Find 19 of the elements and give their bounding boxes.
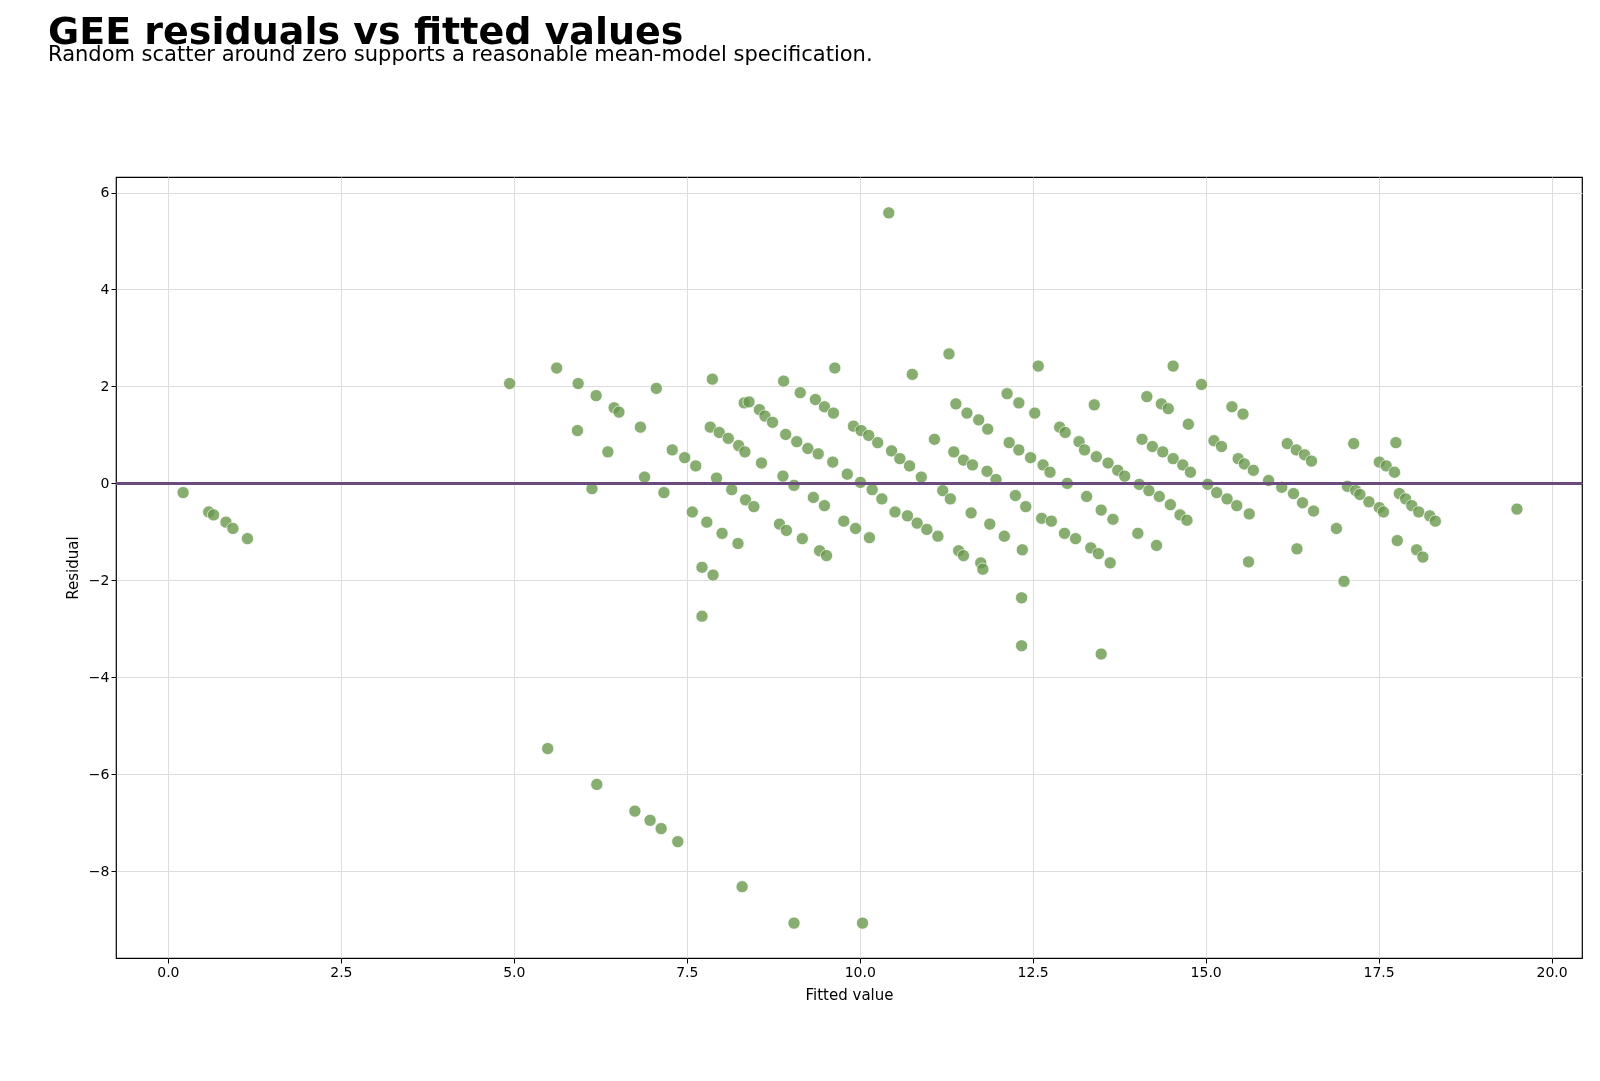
y-tick-label: 4 [100, 280, 110, 297]
x-tick-label: 10.0 [844, 963, 876, 980]
x-tick-label: 20.0 [1536, 963, 1568, 980]
x-tick-label: 15.0 [1190, 963, 1222, 980]
y-axis-title: Residual [63, 536, 82, 600]
x-tick-label: 7.5 [676, 963, 699, 980]
x-tick-label: 5.0 [503, 963, 526, 980]
y-tick-label: −8 [88, 862, 110, 879]
y-tick-label: −2 [88, 571, 110, 588]
x-tick-label: 0.0 [157, 963, 180, 980]
y-tick-label: 0 [100, 474, 110, 491]
y-tick-label: 2 [100, 377, 110, 394]
x-tick-label: 2.5 [330, 963, 353, 980]
y-tick-label: −4 [88, 668, 110, 685]
x-tick-label: 17.5 [1363, 963, 1395, 980]
y-tick-label: 6 [100, 184, 110, 201]
x-axis-title: Fitted value [805, 985, 894, 1004]
y-tick-label: −6 [88, 765, 110, 782]
x-tick-label: 12.5 [1017, 963, 1049, 980]
